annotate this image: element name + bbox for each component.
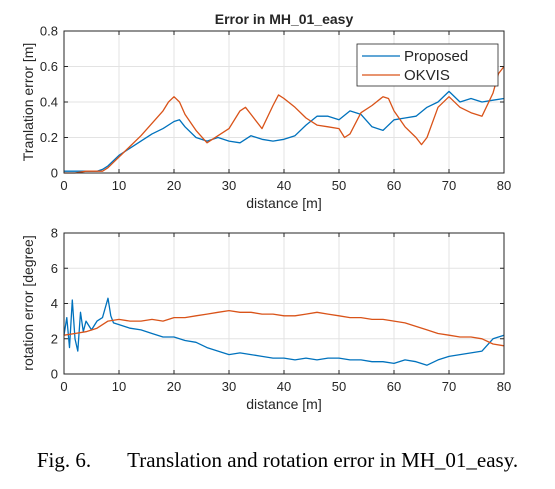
series-line-proposed [64,90,505,172]
x-tick-label: 60 [387,379,401,394]
legend-box [356,43,499,87]
figure: Error in MH_01_easy 0 10 20 30 40 50 60 70 8000.… [20,11,512,413]
x-tick-label: 0 [60,379,67,394]
x-tick-label: 30 [222,178,236,193]
tick-labels: 0 10 20 30 40 50 60 70 80 0 0.2 0.4 0.6 0.8 [40,24,511,194]
x-tick-label: 20 [167,379,181,394]
y-axis-label: Tranlation error [m] [20,43,36,162]
caption-text: Translation and rotation error in MH_01_… [127,448,519,472]
x-tick-label: 60 [387,178,401,193]
x-tick-label: 40 [277,178,291,193]
y-tick-label: 0.6 [40,59,58,74]
x-tick-label: 30 [222,379,236,394]
x-tick-label: 80 [497,178,511,193]
x-tick-label: 0 [60,178,67,193]
y-tick-label: 0 [51,166,58,181]
legend-label-okvis: OKVIS [404,67,450,84]
caption-number: Fig. 6. [36,448,92,472]
y-tick-label: 0 [51,367,58,382]
legend-label-proposed: Proposed [404,48,468,65]
x-tick-label: 20 [167,178,181,193]
y-axis-label: rotation error [degree] [20,235,36,370]
series-line-okvis [64,66,505,174]
rotation-error-chart: 0 10 20 30 40 50 60 70 80 0 2 4 6 8 distance [m] rota… [20,226,511,413]
y-tick-label: 0.8 [40,24,58,39]
x-tick-label: 50 [332,178,346,193]
series-lines [64,66,505,174]
x-tick-label: 70 [442,379,456,394]
y-tick-label: 2 [51,331,58,346]
series-line-proposed [63,297,505,366]
x-tick-label: 70 [442,178,456,193]
translation-error-chart: Error in MH_01_easy 0 10 20 30 40 50 60 70 80 0 0.… [20,11,511,211]
series-line-okvis [63,309,505,347]
x-tick-label: 50 [332,379,346,394]
x-tick-label: 40 [277,379,291,394]
x-tick-label: 10 [112,379,126,394]
y-tick-label: 0.4 [40,95,58,110]
x-axis-label: distance [m] [246,195,321,211]
y-tick-label: 4 [51,296,58,311]
figure-caption: Fig. 6. Translation and rotation error in… [0,448,555,473]
y-tick-label: 8 [51,226,58,241]
y-tick-label: 6 [51,261,58,276]
chart-title: Error in MH_01_easy [215,11,354,27]
tick-labels: 0 10 20 30 40 50 60 70 80 0 2 4 6 8 [51,226,511,395]
y-tick-label: 0.2 [40,130,58,145]
x-tick-label: 10 [112,178,126,193]
series-lines [63,297,505,366]
x-axis-label: distance [m] [246,396,321,412]
x-tick-label: 80 [497,379,511,394]
legend: Proposed OKVIS [356,43,499,87]
